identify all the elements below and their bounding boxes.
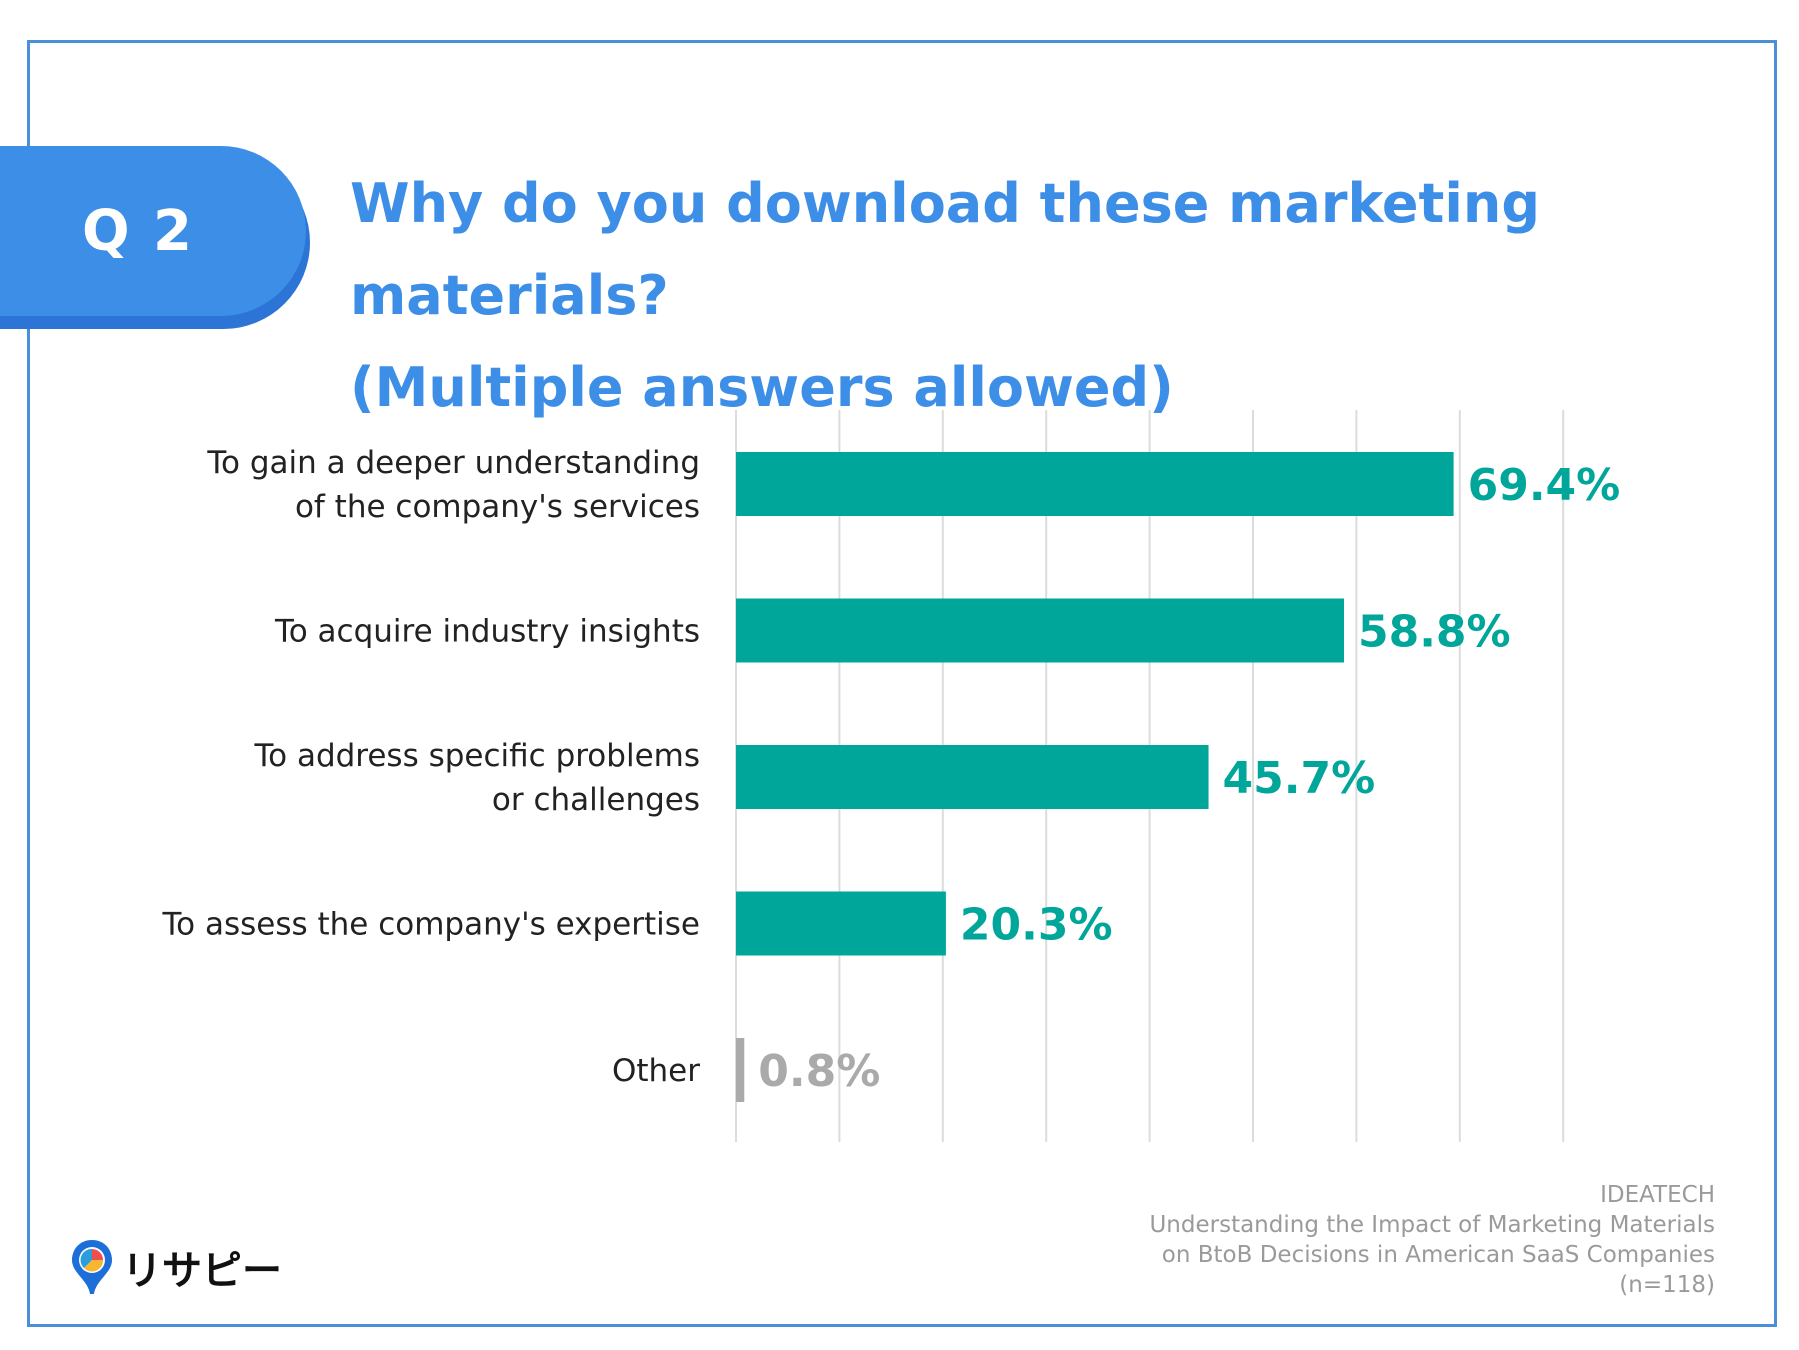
data-label: 0.8% <box>758 1046 880 1097</box>
question-badge: Q 2 <box>0 146 306 316</box>
chart-title-line2: (Multiple answers allowed) <box>350 356 1174 419</box>
source-line-2: on BtoB Decisions in American SaaS Compa… <box>1161 1242 1715 1268</box>
category-label: To address specific problems <box>253 738 700 774</box>
bar-chart: 69.4% To gain a deeper understanding of th… <box>161 410 1621 1142</box>
data-label: 58.8% <box>1358 607 1511 658</box>
source-org: IDEATECH <box>1600 1182 1715 1208</box>
category-label: of the company's services <box>295 489 700 525</box>
bar <box>736 452 1454 516</box>
pin-chart-icon <box>72 1240 112 1294</box>
bar <box>736 598 1344 663</box>
bar <box>736 1038 745 1102</box>
data-label: 45.7% <box>1223 753 1376 804</box>
category-label: Other <box>612 1053 700 1089</box>
question-number: Q 2 <box>81 198 195 264</box>
data-label: 69.4% <box>1468 460 1621 511</box>
chart-title-line1: Why do you download these marketing mate… <box>350 172 1540 327</box>
source-note: IDEATECH Understanding the Impact of Mar… <box>1149 1180 1715 1300</box>
data-label: 20.3% <box>960 900 1113 951</box>
category-label: To acquire industry insights <box>274 614 700 650</box>
bar <box>736 745 1209 809</box>
bar <box>736 891 946 956</box>
source-line-1: Understanding the Impact of Marketing Ma… <box>1149 1212 1715 1238</box>
category-label: or challenges <box>492 782 700 818</box>
category-label: To gain a deeper understanding <box>206 445 700 481</box>
brand-logo: リサピー <box>70 1238 282 1296</box>
sample-size: (n=118) <box>1619 1272 1715 1298</box>
category-label: To assess the company's expertise <box>161 907 700 943</box>
figure-frame <box>27 40 1777 1327</box>
brand-logo-text: リサピー <box>122 1248 282 1294</box>
chart-title: Why do you download these marketing mate… <box>350 158 1750 434</box>
